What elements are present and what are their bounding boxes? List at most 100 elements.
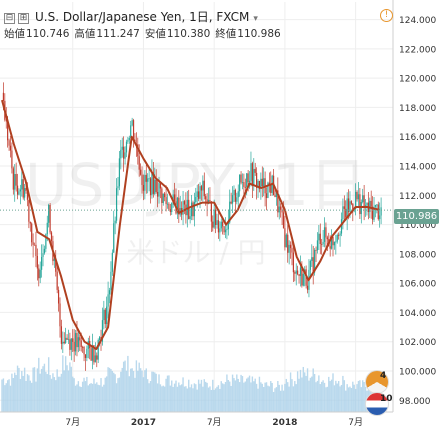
candle-body xyxy=(261,178,263,187)
volume-bar xyxy=(83,377,85,412)
candle-body xyxy=(117,186,119,189)
volume-bar xyxy=(213,389,215,412)
volume-bar xyxy=(304,372,306,412)
candle-body xyxy=(15,174,17,186)
candle-body xyxy=(222,221,224,227)
candle-body xyxy=(188,199,190,220)
y-tick-label: 104.000 xyxy=(399,309,436,319)
volume-bar xyxy=(28,375,30,412)
candle-body xyxy=(244,186,246,188)
candle-body xyxy=(206,199,208,204)
volume-bar xyxy=(343,380,346,412)
candle-body xyxy=(209,199,211,202)
candle-body xyxy=(90,348,92,361)
volume-bar xyxy=(53,377,56,412)
ohlc-low-value: 110.380 xyxy=(166,28,211,40)
volume-bar xyxy=(353,384,355,412)
info-icon[interactable]: ! xyxy=(380,9,393,22)
candle-body xyxy=(267,182,269,199)
volume-bar xyxy=(158,374,160,412)
y-tick-label: 110.000 xyxy=(399,221,436,231)
chevron-down-icon[interactable]: ▾ xyxy=(253,14,258,24)
candle-body xyxy=(280,206,282,210)
candle-body xyxy=(171,202,173,212)
candle-body xyxy=(363,195,365,208)
volume-bar xyxy=(104,377,106,412)
candle-body xyxy=(297,270,299,275)
candle-body xyxy=(53,258,55,262)
candle-body xyxy=(217,220,220,233)
volume-bar xyxy=(311,376,313,412)
candle-body xyxy=(192,202,194,217)
us-flag-icon[interactable] xyxy=(365,392,389,416)
candle-body xyxy=(138,156,140,170)
volume-bar xyxy=(52,373,54,412)
expand-icon[interactable]: ⊞ xyxy=(18,13,29,24)
candle-body xyxy=(182,201,184,215)
candle-body xyxy=(155,179,157,192)
symbol-title[interactable]: U.S. Dollar/Japanese Yen, 1日, FXCM xyxy=(35,10,250,24)
candle-body xyxy=(193,202,195,217)
candle-body xyxy=(140,169,142,175)
volume-bar xyxy=(284,383,286,412)
volume-bar xyxy=(12,378,15,412)
candle-body xyxy=(21,179,23,190)
candle-body xyxy=(343,206,345,209)
volume-bar xyxy=(268,386,271,412)
volume-bar xyxy=(221,383,224,412)
volume-bar xyxy=(162,385,164,412)
candle-body xyxy=(239,174,241,192)
volume-bar xyxy=(200,379,203,412)
symbol-legend: ⊟ ⊞ U.S. Dollar/Japanese Yen, 1日, FXCM ▾ xyxy=(4,8,258,25)
candle-body xyxy=(183,201,186,205)
volume-bar xyxy=(336,383,338,412)
candle-body xyxy=(106,306,108,325)
volume-bar xyxy=(216,386,218,412)
watermark-symbol: USDJPY, 1日 xyxy=(25,151,367,219)
volume-bar xyxy=(142,377,145,412)
candle-body xyxy=(176,197,179,214)
candle-body xyxy=(120,149,122,159)
volume-bar xyxy=(114,374,116,412)
volume-bar xyxy=(172,386,174,412)
collapse-icon[interactable]: ⊟ xyxy=(4,13,15,24)
candle-body xyxy=(278,206,280,213)
candle-body xyxy=(202,180,204,191)
volume-bar xyxy=(63,370,65,412)
volume-bar xyxy=(202,386,204,412)
volume-bar xyxy=(148,383,150,412)
y-tick-label: 116.000 xyxy=(399,133,436,143)
candle-body xyxy=(333,241,336,246)
candle-body xyxy=(219,228,221,233)
candle-body xyxy=(93,345,95,363)
candle-body xyxy=(144,174,146,191)
volume-bar xyxy=(72,376,74,412)
y-tick-label: 102.000 xyxy=(399,338,436,348)
volume-bar xyxy=(345,390,347,412)
candle-body xyxy=(28,199,30,222)
volume-bar xyxy=(188,379,190,412)
volume-bar xyxy=(350,388,353,412)
volume-bar xyxy=(209,386,211,412)
candle-body xyxy=(356,191,358,200)
volume-bar xyxy=(154,372,156,412)
volume-bar xyxy=(246,378,248,412)
candle-body xyxy=(16,185,19,195)
candle-body xyxy=(84,354,87,358)
volume-bar xyxy=(66,365,68,412)
volume-bar xyxy=(131,368,133,412)
candle-body xyxy=(45,234,47,249)
candle-body xyxy=(325,227,327,238)
volume-bar xyxy=(294,381,296,412)
volume-bar xyxy=(93,378,95,412)
candle-body xyxy=(234,189,236,202)
candle-body xyxy=(157,191,159,197)
volume-bar xyxy=(1,379,3,412)
volume-bar xyxy=(26,374,29,412)
volume-bar xyxy=(21,370,23,412)
volume-bar xyxy=(287,382,289,412)
volume-bar xyxy=(241,376,244,412)
volume-bar xyxy=(49,375,51,412)
